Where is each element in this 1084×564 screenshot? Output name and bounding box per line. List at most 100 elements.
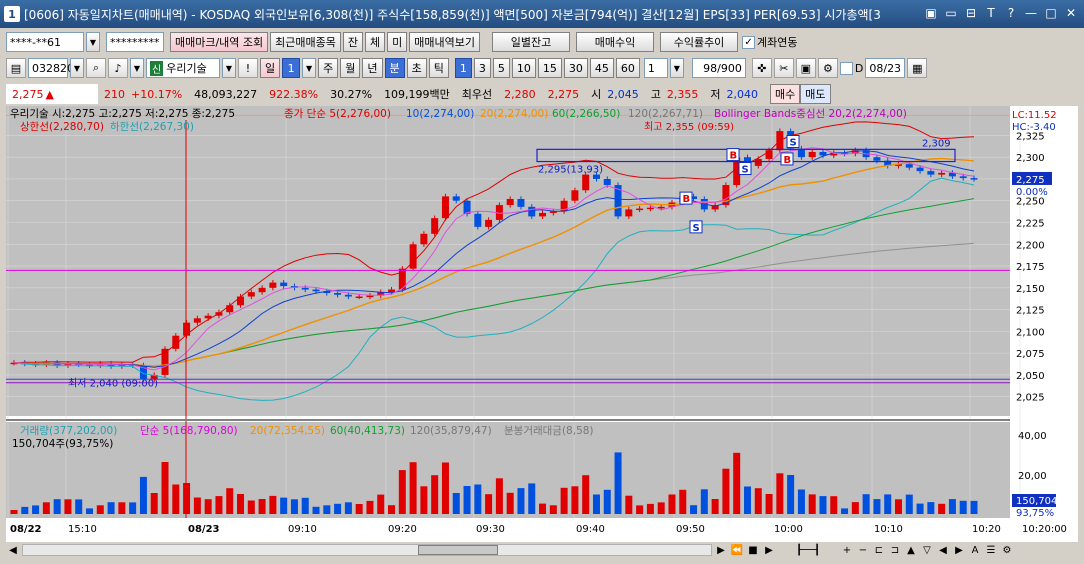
stock-name-dropdown[interactable]: ▼ <box>222 58 236 78</box>
restore-icon[interactable]: ▭ <box>945 6 957 20</box>
volume-bar <box>280 497 288 514</box>
volume-bar <box>506 492 514 514</box>
ma-legend: 20(2,274,00) <box>480 108 548 120</box>
maximize-button[interactable]: □ <box>1045 6 1057 20</box>
scroll-right-icon[interactable]: ▶ <box>717 544 725 556</box>
chart-tool-icon-5[interactable]: ◀ <box>939 544 947 556</box>
unit-dropdown[interactable]: ▼ <box>669 58 684 78</box>
code-dropdown[interactable]: ▼ <box>70 58 84 78</box>
count-input[interactable]: 98/900 <box>691 58 746 78</box>
zoom-slider-icon[interactable]: ┠──┨ <box>795 544 821 556</box>
text-icon[interactable]: T <box>987 6 995 20</box>
period-month[interactable]: 월 <box>340 58 361 78</box>
calendar-icon[interactable]: ▦ <box>907 58 928 78</box>
minute-30[interactable]: 30 <box>563 58 588 78</box>
minute-3[interactable]: 3 <box>473 58 491 78</box>
unit-input[interactable]: 1 <box>643 58 668 78</box>
minute-5[interactable]: 5 <box>492 58 510 78</box>
volume-bar <box>161 462 169 514</box>
chart-tool-icon-3[interactable]: ▲ <box>907 544 915 556</box>
volume-bar <box>334 503 342 514</box>
unfilled-small-button[interactable]: 미 <box>387 32 408 52</box>
chart-style-icon[interactable]: ☰ <box>986 544 996 556</box>
sell-button[interactable]: 매도 <box>800 84 831 104</box>
account-input[interactable]: ****-**61 <box>6 32 84 52</box>
help-icon[interactable]: ? <box>1007 6 1015 20</box>
font-size-icon[interactable]: A <box>971 544 979 556</box>
link-icon[interactable]: ▣ <box>925 6 937 20</box>
buy-button[interactable]: 매수 <box>770 84 801 104</box>
minute-45[interactable]: 45 <box>589 58 614 78</box>
y-tick-label: 2,050 <box>1016 371 1045 382</box>
period-year[interactable]: 년 <box>362 58 383 78</box>
layout-icon[interactable]: ⊟ <box>965 6 977 20</box>
period-minute[interactable]: 분 <box>384 58 405 78</box>
x-tick-label: 10:00 <box>774 524 803 535</box>
low-annotation: 최저 2,040 (09:00) <box>68 378 158 390</box>
date-checkbox[interactable] <box>839 61 853 75</box>
volume-bar <box>754 488 762 514</box>
chart-tool-icon-6[interactable]: ▶ <box>955 544 963 556</box>
play-icon[interactable]: ▶ <box>765 544 773 556</box>
close-button[interactable]: ✕ <box>1065 6 1077 20</box>
candle-body <box>884 160 892 166</box>
minute-10[interactable]: 10 <box>511 58 536 78</box>
recent-trades-button[interactable]: 최근매매종목 <box>270 32 341 52</box>
settings-icon[interactable]: ⚙ <box>817 58 838 78</box>
scroll-thumb[interactable] <box>418 545 498 555</box>
volume-bar <box>743 486 751 514</box>
candle-body <box>334 293 342 295</box>
zoom-in-icon[interactable]: + <box>842 544 852 556</box>
balance-small-button[interactable]: 잔 <box>342 32 364 52</box>
search-icon[interactable]: ⌕ <box>86 58 106 78</box>
period-second[interactable]: 초 <box>406 58 427 78</box>
alert-icon[interactable]: ! <box>238 58 258 78</box>
history-view-button[interactable]: 매매내역보기 <box>409 32 481 52</box>
volume-bar <box>841 508 849 514</box>
minute-15[interactable]: 15 <box>537 58 562 78</box>
period-day[interactable]: 일 <box>260 58 281 78</box>
account-link-checkbox[interactable]: ✓ <box>742 35 756 49</box>
sound-dropdown[interactable]: ▼ <box>130 58 144 78</box>
minimize-button[interactable]: — <box>1025 6 1037 20</box>
sound-icon[interactable]: ♪ <box>108 58 128 78</box>
layout-icon[interactable]: ▤ <box>6 58 26 78</box>
tools-icon[interactable]: ✂ <box>773 58 794 78</box>
filled-small-button[interactable]: 체 <box>365 32 386 52</box>
daily-balance-button[interactable]: 일별잔고 <box>492 32 571 52</box>
period-value[interactable]: 1 <box>282 58 301 78</box>
period-tick[interactable]: 틱 <box>428 58 449 78</box>
crosshair-icon[interactable]: ✜ <box>751 58 772 78</box>
y-tick-label: 2,075 <box>1016 349 1045 360</box>
chart-tool-icon-1[interactable]: ⊏ <box>874 544 884 556</box>
period-dropdown[interactable]: ▼ <box>302 58 317 78</box>
minute-60[interactable]: 60 <box>615 58 640 78</box>
trade-mark-button[interactable]: 매매마크/내역 조회 <box>170 32 269 52</box>
volume-bar <box>819 496 827 514</box>
period-week[interactable]: 주 <box>318 58 339 78</box>
app-icon[interactable]: 1 <box>4 6 20 22</box>
chart-tool-icon-4[interactable]: ▽ <box>923 544 931 556</box>
trade-profit-button[interactable]: 매매수익 <box>576 32 655 52</box>
chart-settings-icon[interactable]: ⚙ <box>1002 544 1012 556</box>
volume-legend: 120(35,879,47) <box>410 425 492 437</box>
chart-tool-icon-2[interactable]: ⊐ <box>890 544 900 556</box>
rewind-icon[interactable]: ⏪ <box>730 544 744 556</box>
scroll-left-icon[interactable]: ◀ <box>9 544 17 556</box>
volume-bar <box>193 497 201 514</box>
zoom-out-icon[interactable]: − <box>858 544 868 556</box>
password-input[interactable]: ********* <box>106 32 164 52</box>
volume-bar <box>948 499 956 514</box>
minute-1[interactable]: 1 <box>454 58 472 78</box>
chart-scrollbar[interactable] <box>22 544 712 556</box>
save-icon[interactable]: ▣ <box>795 58 816 78</box>
stock-code-input[interactable]: 032820 <box>28 58 74 78</box>
low-price: 2,040 <box>726 87 759 101</box>
account-dropdown[interactable]: ▼ <box>86 32 100 52</box>
stop-icon[interactable]: ■ <box>748 544 758 556</box>
return-trend-button[interactable]: 수익률추이 <box>660 32 739 52</box>
volume-bar <box>592 494 600 514</box>
date-input[interactable]: 08/23 <box>865 58 906 78</box>
